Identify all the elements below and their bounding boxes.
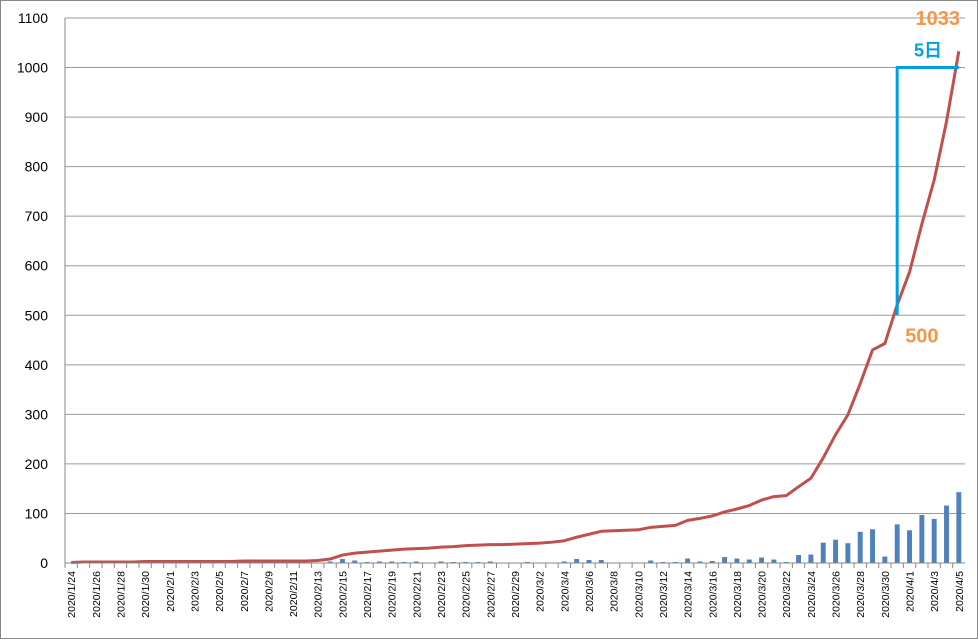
y-tick-label: 600: [25, 258, 49, 274]
bar: [413, 561, 419, 563]
x-tick-label: 2020/3/26: [831, 571, 843, 618]
bar: [586, 560, 592, 563]
bar: [685, 558, 691, 563]
bar: [771, 559, 777, 563]
x-tick-label: 2020/2/9: [263, 571, 275, 612]
line: [71, 50, 961, 565]
bar: [734, 558, 740, 563]
x-tick-label: 2020/3/14: [683, 571, 695, 618]
bar: [746, 559, 752, 563]
x-tick-label: 2020/4/1: [905, 571, 917, 612]
y-tick-label: 1100: [18, 10, 48, 26]
x-tick-label: 2020/3/12: [658, 571, 670, 618]
bar: [931, 518, 937, 563]
bar: [833, 539, 839, 563]
x-tick-label: 2020/3/10: [633, 571, 645, 618]
bar: [352, 560, 358, 563]
y-tick-label: 400: [25, 357, 49, 373]
bar: [759, 557, 765, 563]
x-tick-label: 2020/2/25: [461, 571, 473, 618]
bar: [919, 514, 925, 563]
x-tick-label: 2020/2/11: [288, 571, 300, 617]
x-tick-label: 2020/2/15: [337, 571, 349, 618]
bar: [339, 559, 345, 563]
x-tick-label: 2020/3/4: [559, 571, 571, 612]
x-tick-label: 2020/3/8: [609, 571, 621, 612]
bar: [956, 492, 962, 563]
bar: [820, 542, 826, 563]
bar: [722, 557, 728, 563]
x-tick-label: 2020/3/30: [880, 571, 892, 618]
bar: [870, 529, 875, 563]
x-tick-label: 2020/3/22: [781, 571, 793, 618]
bar: [944, 505, 949, 563]
y-tick-label: 200: [25, 456, 49, 472]
x-tick-label: 2020/2/13: [313, 571, 325, 618]
y-tick-label: 800: [25, 159, 49, 175]
y-tick-label: 900: [25, 109, 49, 125]
x-tick-label: 2020/2/1: [165, 571, 177, 612]
y-tick-label: 300: [25, 406, 49, 422]
x-tick-label: 2020/3/28: [855, 571, 867, 618]
annotation-high: 1033: [916, 8, 961, 30]
x-tick-label: 2020/2/3: [189, 571, 201, 612]
x-tick-label: 2020/1/26: [91, 571, 103, 618]
y-tick-label: 1000: [17, 60, 48, 76]
x-tick-label: 2020/2/27: [485, 571, 497, 618]
bar: [907, 530, 912, 563]
bar: [327, 561, 333, 563]
annotation-low: 500: [905, 325, 938, 347]
y-tick-label: 500: [25, 307, 49, 323]
bar: [598, 560, 604, 563]
bar: [709, 561, 715, 563]
bar: [697, 561, 703, 563]
x-tick-label: 2020/3/24: [806, 571, 818, 618]
x-tick-label: 2020/2/29: [510, 571, 522, 618]
y-tick-label: 100: [25, 505, 49, 521]
bar: [487, 561, 493, 563]
y-tick-label: 0: [40, 555, 48, 571]
x-tick-label: 2020/3/6: [584, 571, 596, 612]
bar: [574, 559, 580, 563]
bar: [561, 561, 567, 563]
bar: [857, 531, 863, 563]
bar: [882, 556, 888, 563]
x-tick-label: 2020/4/3: [929, 571, 941, 612]
bar: [648, 560, 654, 563]
x-tick-label: 2020/2/21: [411, 571, 423, 618]
bar: [808, 554, 814, 563]
x-tick-label: 2020/2/17: [362, 571, 374, 618]
bar: [389, 561, 395, 563]
x-tick-label: 2020/3/20: [757, 571, 769, 618]
y-tick-label: 700: [25, 208, 49, 224]
x-tick-label: 2020/3/16: [707, 571, 719, 618]
x-tick-label: 2020/1/30: [140, 571, 152, 618]
bar: [845, 543, 851, 563]
bar: [438, 561, 444, 563]
x-tick-label: 2020/3/18: [732, 571, 744, 618]
bar: [894, 524, 900, 563]
span-label: 5日: [914, 41, 942, 61]
x-tick-label: 2020/3/2: [535, 571, 547, 612]
bar: [376, 561, 382, 563]
x-tick-label: 2020/1/24: [66, 571, 78, 618]
x-tick-label: 2020/2/19: [387, 571, 399, 618]
x-tick-label: 2020/2/23: [436, 571, 448, 618]
bar: [796, 555, 802, 563]
x-tick-label: 2020/4/5: [954, 571, 966, 612]
x-tick-label: 2020/1/28: [115, 571, 127, 618]
x-tick-label: 2020/2/5: [214, 571, 226, 612]
span-bracket: [895, 66, 959, 316]
x-tick-label: 2020/2/7: [239, 571, 251, 612]
